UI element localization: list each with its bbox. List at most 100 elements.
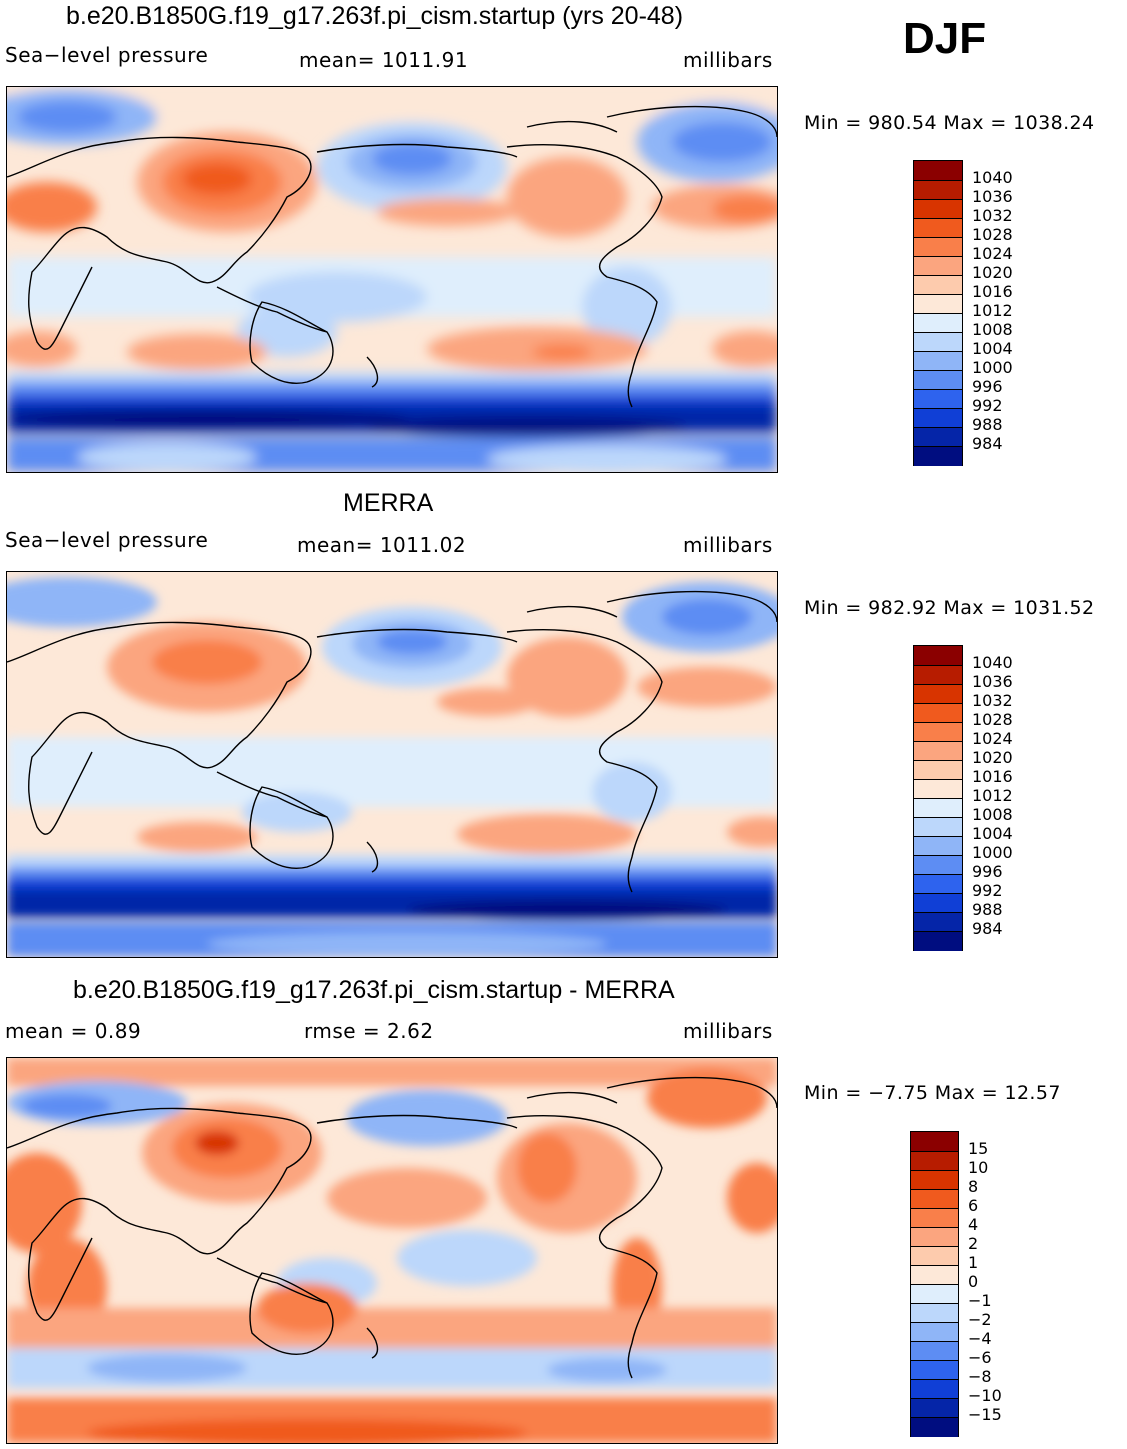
colorbar-swatch bbox=[914, 389, 962, 409]
colorbar-label: 1012 bbox=[972, 786, 1013, 805]
panel1-minmax-label: Min = 980.54 Max = 1038.24 bbox=[804, 112, 1095, 134]
panel1-coastlines bbox=[7, 105, 777, 408]
colorbar-label: −1 bbox=[968, 1291, 992, 1310]
colorbar-label: −2 bbox=[968, 1310, 992, 1329]
colorbar-label: −6 bbox=[968, 1348, 992, 1367]
colorbar-swatch bbox=[914, 313, 962, 333]
colorbar-swatch bbox=[914, 646, 962, 665]
colorbar-swatch bbox=[914, 665, 962, 685]
colorbar-label: 1016 bbox=[972, 767, 1013, 786]
colorbar-swatch bbox=[914, 351, 962, 371]
colorbar-swatch bbox=[914, 912, 962, 932]
colorbar-label: 988 bbox=[972, 415, 1003, 434]
colorbar-label: 6 bbox=[968, 1196, 979, 1215]
panel2-variable-label: Sea−level pressure bbox=[5, 528, 209, 552]
colorbar-label: 2 bbox=[968, 1234, 979, 1253]
panel1-mean-label: mean= 1011.91 bbox=[299, 48, 469, 72]
season-label: DJF bbox=[903, 14, 987, 63]
colorbar-swatch bbox=[911, 1360, 958, 1380]
colorbar-swatch bbox=[914, 874, 962, 894]
colorbar-swatch bbox=[914, 855, 962, 875]
colorbar-label: 1036 bbox=[972, 187, 1013, 206]
colorbar-label: −4 bbox=[968, 1329, 992, 1348]
panel2-title: MERRA bbox=[343, 489, 434, 517]
colorbar-label: 1012 bbox=[972, 301, 1013, 320]
colorbar-swatch bbox=[911, 1322, 958, 1342]
colorbar-swatch bbox=[911, 1189, 958, 1209]
panel3-map bbox=[6, 1057, 778, 1444]
panel2-units-label: millibars bbox=[683, 533, 773, 557]
panel1-title: b.e20.B1850G.f19_g17.263f.pi_cism.startu… bbox=[66, 2, 684, 30]
colorbar-box bbox=[913, 160, 963, 466]
colorbar-label: 996 bbox=[972, 377, 1003, 396]
colorbar-label: 15 bbox=[968, 1139, 989, 1158]
colorbar-swatch bbox=[914, 275, 962, 295]
panel2-coastlines bbox=[7, 590, 777, 893]
colorbar-swatch bbox=[911, 1303, 958, 1323]
colorbar-label: 1020 bbox=[972, 263, 1013, 282]
colorbar-swatch bbox=[914, 931, 962, 951]
colorbar-label: 1036 bbox=[972, 672, 1013, 691]
colorbar-label: 0 bbox=[968, 1272, 979, 1291]
colorbar-label: 1024 bbox=[972, 729, 1013, 748]
panel2-map bbox=[6, 571, 778, 958]
colorbar-swatch bbox=[914, 760, 962, 780]
colorbar-swatch bbox=[914, 817, 962, 837]
colorbar-label: 1020 bbox=[972, 748, 1013, 767]
colorbar-swatch bbox=[914, 218, 962, 238]
colorbar-swatch bbox=[914, 741, 962, 761]
colorbar-label: 1004 bbox=[972, 339, 1013, 358]
colorbar-swatch bbox=[911, 1151, 958, 1171]
colorbar-swatch bbox=[914, 256, 962, 276]
colorbar-swatch bbox=[914, 798, 962, 818]
colorbar-label: 1008 bbox=[972, 805, 1013, 824]
colorbar-swatch bbox=[914, 294, 962, 314]
panel3-map-svg bbox=[7, 1058, 777, 1443]
colorbar-swatch bbox=[914, 408, 962, 428]
colorbar-swatch bbox=[914, 722, 962, 742]
colorbar-swatch bbox=[914, 779, 962, 799]
colorbar-swatch bbox=[911, 1341, 958, 1361]
colorbar-label: 1024 bbox=[972, 244, 1013, 263]
colorbar-label: 1040 bbox=[972, 168, 1013, 187]
colorbar-label: 1032 bbox=[972, 206, 1013, 225]
colorbar-swatch bbox=[911, 1284, 958, 1304]
colorbar-swatch bbox=[911, 1265, 958, 1285]
colorbar-swatch bbox=[914, 684, 962, 704]
colorbar-label: 1008 bbox=[972, 320, 1013, 339]
colorbar-label: 1000 bbox=[972, 843, 1013, 862]
colorbar-swatch bbox=[911, 1379, 958, 1399]
colorbar-label: −15 bbox=[968, 1405, 1002, 1424]
colorbar-label: 4 bbox=[968, 1215, 979, 1234]
colorbar-label: 1040 bbox=[972, 653, 1013, 672]
colorbar-swatch bbox=[914, 332, 962, 352]
colorbar-label: 1028 bbox=[972, 225, 1013, 244]
colorbar-box bbox=[913, 645, 963, 951]
panel1-map-svg bbox=[7, 87, 777, 472]
panel2-minmax-label: Min = 982.92 Max = 1031.52 bbox=[804, 597, 1095, 619]
panel3-units-label: millibars bbox=[683, 1019, 773, 1043]
colorbar-label: −8 bbox=[968, 1367, 992, 1386]
panel3-rmse-label: rmse = 2.62 bbox=[304, 1019, 434, 1043]
colorbar-label: 1032 bbox=[972, 691, 1013, 710]
colorbar-swatch bbox=[914, 427, 962, 447]
colorbar-label: 988 bbox=[972, 900, 1003, 919]
panel3-coastlines bbox=[7, 1076, 777, 1379]
colorbar-swatch bbox=[914, 180, 962, 200]
colorbar-swatch bbox=[914, 836, 962, 856]
colorbar-label: 1004 bbox=[972, 824, 1013, 843]
colorbar-swatch bbox=[911, 1227, 958, 1247]
panel3-title: b.e20.B1850G.f19_g17.263f.pi_cism.startu… bbox=[73, 976, 675, 1004]
colorbar-label: 992 bbox=[972, 881, 1003, 900]
colorbar-label: 996 bbox=[972, 862, 1003, 881]
colorbar-label: 1028 bbox=[972, 710, 1013, 729]
panel1-map bbox=[6, 86, 778, 473]
colorbar-swatch bbox=[911, 1246, 958, 1266]
colorbar-swatch bbox=[911, 1170, 958, 1190]
colorbar-swatch bbox=[914, 703, 962, 723]
colorbar-label: 10 bbox=[968, 1158, 989, 1177]
colorbar-label: 1016 bbox=[972, 282, 1013, 301]
colorbar-label: 8 bbox=[968, 1177, 979, 1196]
colorbar-swatch bbox=[914, 370, 962, 390]
colorbar-swatch bbox=[911, 1208, 958, 1228]
